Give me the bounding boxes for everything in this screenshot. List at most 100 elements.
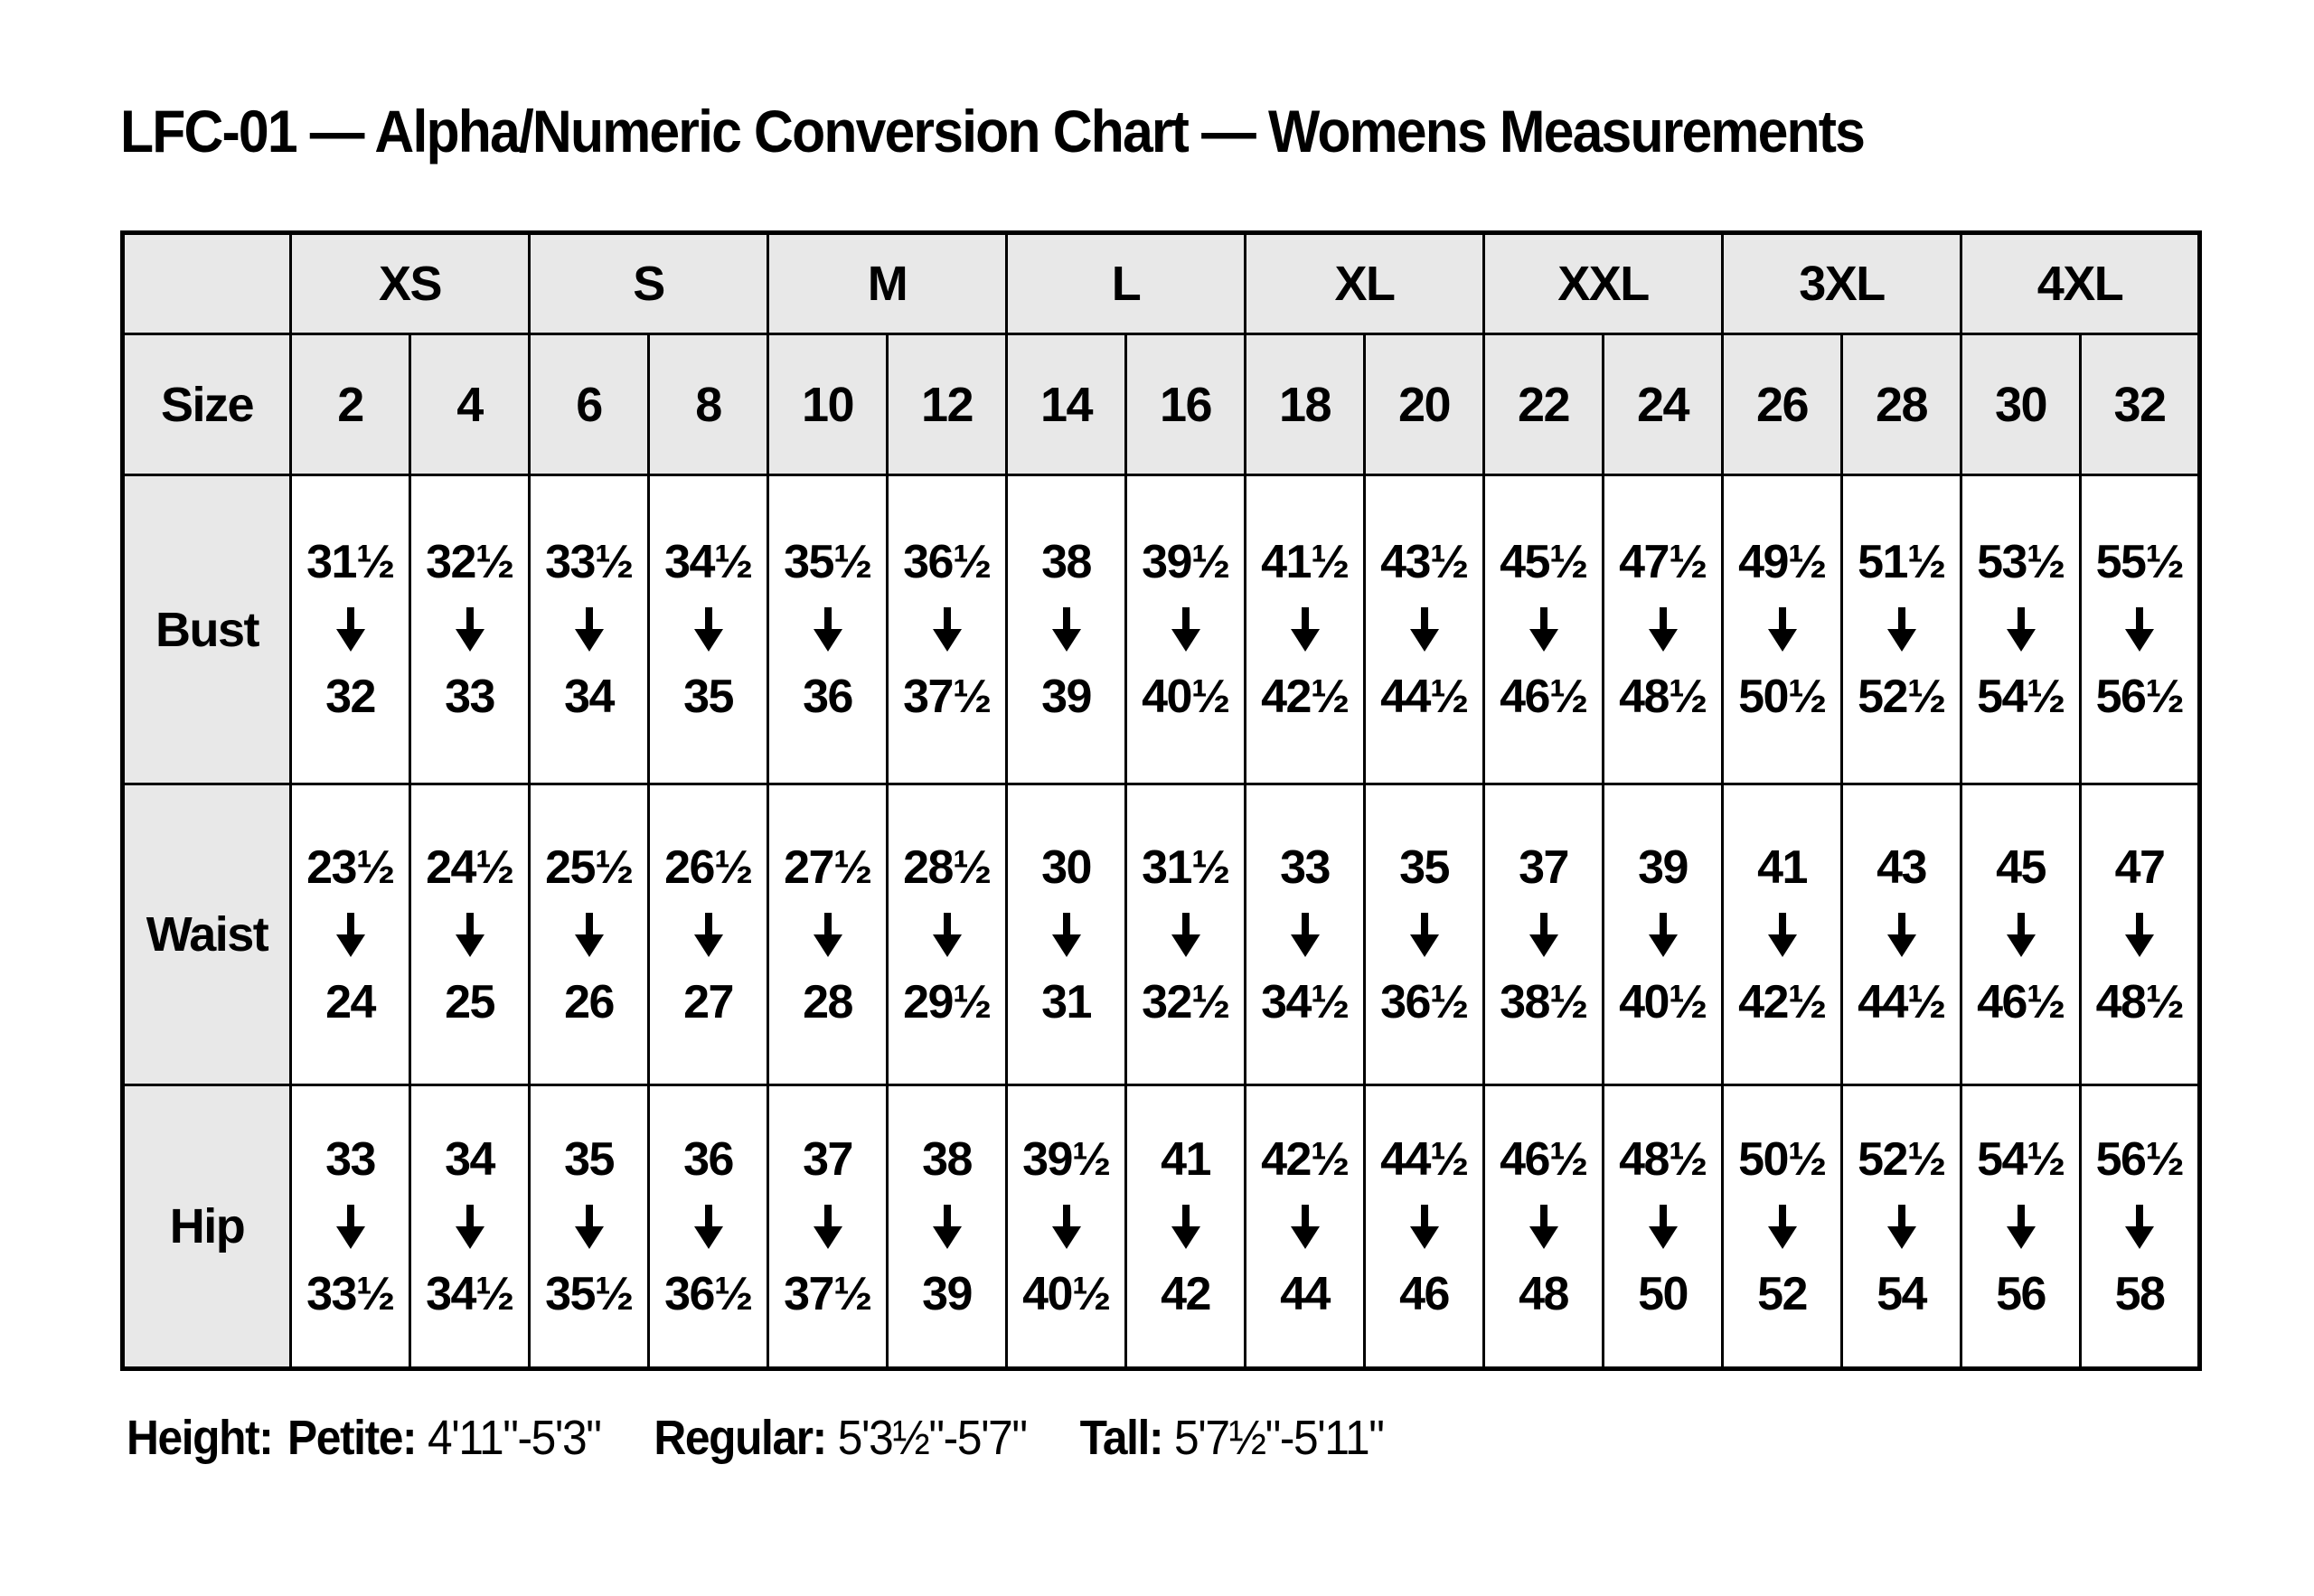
measurement-range: 50½ 52 (1724, 1136, 1840, 1318)
range-cell: 37 38½ (1482, 783, 1604, 1086)
measurement-range: 51½ 52½ (1843, 539, 1960, 720)
down-arrow-icon (574, 912, 604, 957)
numeric-size-cell: 6 (528, 333, 650, 476)
arrow-stem (704, 1204, 712, 1226)
measurement-range: 33½ 34 (531, 539, 647, 720)
petite-value: 4'11"-5'3" (428, 1411, 602, 1465)
range-to: 42½ (1738, 975, 1827, 1028)
measurement-range: 45 46½ (1962, 844, 2079, 1026)
range-cell: 39½ 40½ (1005, 1084, 1127, 1370)
petite-label: Petite: (287, 1411, 418, 1465)
range-to: 46½ (1500, 671, 1588, 723)
arrow-head (1886, 934, 1916, 957)
arrow-stem (823, 607, 832, 629)
down-arrow-icon (813, 607, 842, 652)
range-from: 53½ (1977, 536, 2065, 588)
alpha-size-header: XXL (1482, 231, 1724, 335)
range-from: 38 (922, 1132, 973, 1186)
arrow-stem (1301, 607, 1309, 629)
alpha-size-header: XL (1244, 231, 1485, 335)
down-arrow-icon (1290, 912, 1320, 957)
down-arrow-icon (455, 912, 484, 957)
down-arrow-icon (2006, 912, 2036, 957)
measurement-range: 35½ 36 (769, 539, 886, 720)
arrow-head (1051, 629, 1081, 652)
range-cell: 47 48½ (2079, 783, 2201, 1086)
arrow-head (2125, 1225, 2154, 1249)
arrow-stem (1181, 1204, 1190, 1226)
arrow-stem (1659, 912, 1667, 934)
down-arrow-icon (1409, 912, 1439, 957)
arrow-stem (1539, 607, 1547, 629)
alpha-size-header: S (528, 231, 769, 335)
range-to: 48 (1519, 1267, 1569, 1320)
down-arrow-icon (335, 1204, 365, 1249)
arrow-head (2006, 934, 2036, 957)
range-to: 36½ (664, 1267, 753, 1320)
measurement-range: 36 36½ (650, 1136, 767, 1318)
arrow-head (574, 629, 604, 652)
measurement-range: 30 31 (1008, 844, 1124, 1026)
height-note: Height: Petite: 4'11"-5'3" Regular: 5'3½"-5'… (127, 1411, 1385, 1465)
measurement-range: 41 42½ (1724, 844, 1840, 1026)
range-from: 42½ (1261, 1132, 1350, 1186)
height-label: Height: (127, 1411, 274, 1465)
down-arrow-icon (1171, 1204, 1200, 1249)
arrow-head (335, 629, 365, 652)
down-arrow-icon (1767, 1204, 1797, 1249)
range-from: 45 (1996, 840, 2046, 894)
range-from: 30 (1041, 840, 1092, 894)
arrow-stem (1778, 1204, 1786, 1226)
alpha-size-header: M (767, 231, 1008, 335)
range-to: 39 (1041, 671, 1092, 723)
down-arrow-icon (455, 607, 484, 652)
range-to: 39 (922, 1267, 973, 1320)
range-to: 44 (1280, 1267, 1331, 1320)
numeric-size-cell: 14 (1005, 333, 1127, 476)
range-to: 24 (325, 975, 376, 1028)
arrow-stem (1539, 912, 1547, 934)
range-from: 41½ (1261, 536, 1350, 588)
range-cell: 35½ 36 (767, 474, 889, 785)
arrow-head (2006, 629, 2036, 652)
measurement-range: 38 39 (1008, 539, 1124, 720)
arrow-stem (2017, 912, 2025, 934)
down-arrow-icon (693, 607, 723, 652)
range-from: 34 (445, 1132, 495, 1186)
range-from: 36 (683, 1132, 734, 1186)
range-cell: 23½ 24 (289, 783, 411, 1086)
arrow-stem (943, 912, 951, 934)
arrow-stem (1420, 607, 1428, 629)
alpha-header-row: XS S M L XL XXL 3XL 4XL (121, 231, 2201, 335)
range-from: 48½ (1619, 1132, 1707, 1186)
range-from: 39½ (1022, 1132, 1111, 1186)
range-cell: 31½ 32 (289, 474, 411, 785)
range-from: 34½ (664, 536, 753, 588)
measurement-range: 33 34½ (1246, 844, 1363, 1026)
page-title: LFC-01 — Alpha/Numeric Conversion Chart … (120, 98, 1866, 164)
arrow-stem (1301, 1204, 1309, 1226)
numeric-size-cell: 12 (886, 333, 1008, 476)
range-from: 38 (1041, 536, 1092, 588)
range-from: 41 (1161, 1132, 1211, 1186)
range-from: 43 (1877, 840, 1927, 894)
down-arrow-icon (455, 1204, 484, 1249)
measurement-range: 52½ 54 (1843, 1136, 1960, 1318)
range-cell: 50½ 52 (1721, 1084, 1843, 1370)
down-arrow-icon (1529, 607, 1558, 652)
arrow-stem (1778, 912, 1786, 934)
arrow-stem (823, 1204, 832, 1226)
range-cell: 27½ 28 (767, 783, 889, 1086)
size-row-label: Size (121, 333, 292, 476)
arrow-head (1529, 934, 1558, 957)
arrow-head (693, 629, 723, 652)
range-to: 46 (1399, 1267, 1450, 1320)
range-from: 35½ (784, 536, 872, 588)
arrow-head (1886, 629, 1916, 652)
arrow-stem (346, 1204, 354, 1226)
range-cell: 38 39 (886, 1084, 1008, 1370)
range-cell: 53½ 54½ (1960, 474, 2082, 785)
range-to: 37½ (903, 671, 992, 723)
range-from: 55½ (2095, 536, 2185, 588)
